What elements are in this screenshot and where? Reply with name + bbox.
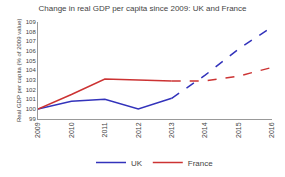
svg-text:France: France — [188, 159, 213, 168]
svg-text:109: 109 — [26, 19, 37, 25]
svg-text:2011: 2011 — [101, 122, 108, 137]
svg-text:101: 101 — [26, 96, 37, 102]
svg-text:108: 108 — [26, 29, 37, 35]
svg-text:2015: 2015 — [235, 122, 242, 138]
svg-text:2014: 2014 — [201, 122, 208, 138]
svg-text:100: 100 — [26, 106, 37, 112]
svg-text:106: 106 — [26, 48, 37, 54]
svg-text:99: 99 — [29, 116, 36, 122]
svg-text:104: 104 — [26, 67, 37, 73]
svg-text:Real GDP per capita (% of 2009: Real GDP per capita (% of 2009 value) — [16, 18, 22, 122]
svg-text:105: 105 — [26, 58, 37, 64]
svg-text:2009: 2009 — [34, 122, 41, 138]
svg-text:2010: 2010 — [68, 122, 75, 138]
svg-text:103: 103 — [26, 77, 37, 83]
svg-text:2012: 2012 — [135, 122, 142, 138]
svg-text:102: 102 — [26, 87, 37, 93]
svg-text:Change in real GDP per capita: Change in real GDP per capita since 2009… — [39, 4, 248, 13]
svg-text:107: 107 — [26, 38, 37, 44]
svg-text:2013: 2013 — [168, 122, 175, 138]
svg-text:2016: 2016 — [268, 122, 275, 138]
svg-text:UK: UK — [131, 159, 143, 168]
